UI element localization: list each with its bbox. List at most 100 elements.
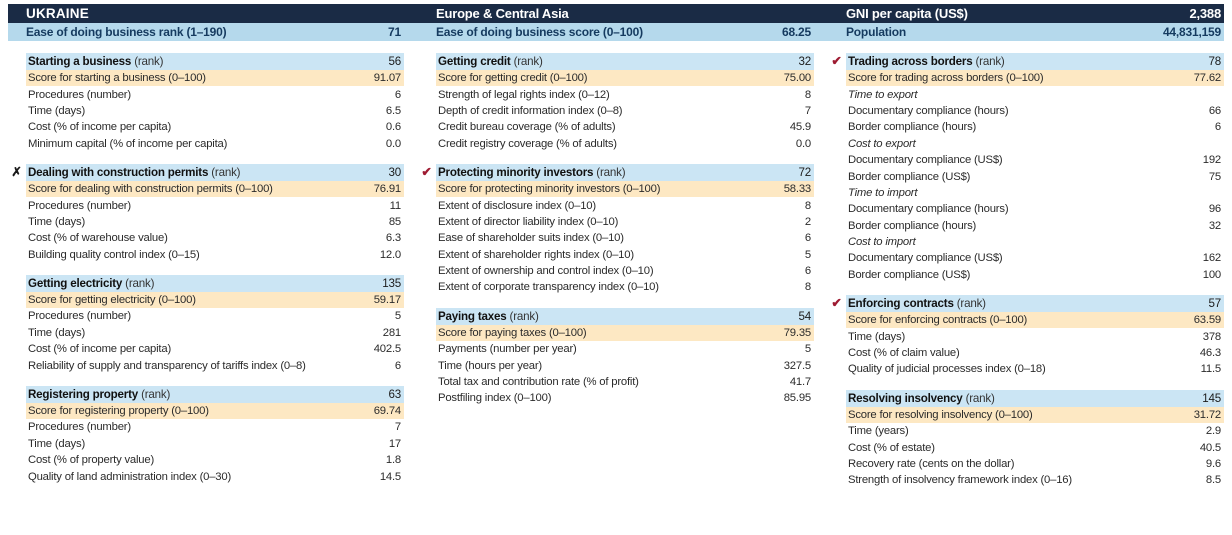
row-value: 8.5 — [1205, 474, 1221, 487]
population-cell: Population 44,831,159 — [828, 23, 1224, 41]
indicator-row: Depth of credit information index (0–8) … — [436, 103, 814, 119]
indicator-column: Starting a business (rank) 56 Score for … — [8, 53, 404, 501]
section-header: ✔ Trading across borders (rank) 78 — [831, 53, 1224, 70]
row-label: Extent of shareholder rights index (0–10… — [438, 248, 634, 261]
section-header: Getting electricity (rank) 135 — [26, 274, 404, 292]
row-label: Score for trading across borders (0–100) — [848, 72, 1044, 85]
section-rank-value: 57 — [1208, 297, 1222, 311]
indicator-row: Cost (% of estate) 40.5 — [846, 439, 1224, 455]
row-value: 45.9 — [789, 121, 811, 134]
section-rows: Score for resolving insolvency (0–100) 3… — [846, 406, 1224, 489]
section-title-suffix: (rank) — [975, 55, 1005, 68]
indicator-row: Postfiling index (0–100) 85.95 — [436, 390, 814, 406]
row-value: 96 — [1208, 203, 1221, 216]
section-title-suffix: (rank) — [956, 297, 986, 311]
indicator-row: Payments (number per year) 5 — [436, 341, 814, 357]
row-value: 41.7 — [789, 376, 811, 389]
indicator-row: Documentary compliance (US$) 192 — [846, 152, 1224, 168]
indicator-row: Procedures (number) 11 — [26, 197, 404, 213]
row-label: Time to export — [848, 88, 918, 101]
row-label: Reliability of supply and transparency o… — [28, 359, 306, 372]
top-header-bar: UKRAINE Europe & Central Asia GNI per ca… — [8, 4, 1224, 23]
row-label: Cost to import — [848, 236, 916, 249]
row-label: Recovery rate (cents on the dollar) — [848, 458, 1015, 470]
indicator-section: Resolving insolvency (rank) 145 Score fo… — [846, 389, 1224, 489]
row-value: 69.74 — [373, 405, 401, 418]
section-rank-value: 145 — [1202, 391, 1221, 405]
section-rows: Score for getting electricity (0–100) 59… — [26, 291, 404, 374]
indicator-row: Building quality control index (0–15) 12… — [26, 247, 404, 263]
row-label: Procedures (number) — [28, 88, 131, 101]
row-label: Extent of corporate transparency index (… — [438, 281, 659, 294]
section-rows: Score for getting credit (0–100) 75.00 S… — [436, 70, 814, 152]
section-title: Registering property — [28, 387, 139, 401]
section-title-suffix: (rank) — [596, 165, 626, 179]
indicator-row: Strength of legal rights index (0–12) 8 — [436, 86, 814, 102]
row-value: 31.72 — [1193, 408, 1221, 421]
row-value: 75.00 — [783, 72, 811, 85]
row-value: 32 — [1208, 219, 1221, 232]
gni-cell: GNI per capita (US$) 2,388 — [828, 4, 1224, 23]
row-label: Border compliance (US$) — [848, 170, 971, 183]
row-value: 77.62 — [1193, 72, 1221, 85]
row-label: Strength of legal rights index (0–12) — [438, 88, 610, 101]
row-label: Border compliance (hours) — [848, 121, 977, 134]
row-value: 76.91 — [373, 183, 401, 196]
summary-bar: Ease of doing business rank (1–190) 71 E… — [8, 23, 1224, 41]
indicator-column: Getting credit (rank) 32 Score for getti… — [418, 53, 814, 501]
row-label: Payments (number per year) — [438, 343, 577, 356]
section-title: Getting credit — [438, 55, 511, 68]
indicator-row: Extent of ownership and control index (0… — [436, 263, 814, 279]
row-value: 2.9 — [1205, 425, 1221, 438]
row-value: 402.5 — [373, 343, 401, 356]
row-label: Documentary compliance (US$) — [848, 154, 1003, 167]
section-rows: Score for protecting minority investors … — [436, 180, 814, 296]
gni-label: GNI per capita (US$) — [846, 6, 968, 21]
row-label: Documentary compliance (hours) — [848, 104, 1009, 117]
row-label: Building quality control index (0–15) — [28, 248, 200, 261]
row-label: Border compliance (hours) — [848, 219, 977, 232]
row-label: Cost (% of property value) — [28, 454, 155, 467]
section-rows: Score for paying taxes (0–100) 79.35 Pay… — [436, 324, 814, 407]
row-label: Procedures (number) — [28, 310, 131, 323]
row-value: 58.33 — [783, 183, 811, 196]
indicator-row: Recovery rate (cents on the dollar) 9.6 — [846, 456, 1224, 472]
row-label: Extent of disclosure index (0–10) — [438, 199, 596, 212]
row-value: 11.5 — [1200, 363, 1222, 376]
indicator-row: Time (days) 281 — [26, 325, 404, 341]
row-value: 91.07 — [373, 72, 401, 85]
indicator-row: Time (days) 378 — [846, 328, 1224, 344]
row-label: Procedures (number) — [28, 421, 131, 434]
row-value: 6 — [804, 265, 811, 278]
row-value: 11 — [389, 199, 402, 212]
indicator-column: ✔ Trading across borders (rank) 78 Score… — [828, 53, 1224, 501]
indicator-row: Credit registry coverage (% of adults) 0… — [436, 136, 814, 152]
section-header: ✗ Dealing with construction permits (ran… — [11, 163, 404, 181]
indicator-row: Time (years) 2.9 — [846, 423, 1224, 439]
indicator-section: ✔ Enforcing contracts (rank) 57 Score fo… — [831, 295, 1224, 378]
section-rank-value: 63 — [388, 387, 402, 401]
indicator-row: Cost (% of income per capita) 0.6 — [26, 119, 404, 135]
indicator-row: Score for resolving insolvency (0–100) 3… — [846, 406, 1224, 424]
row-value: 14.5 — [379, 470, 401, 483]
row-label: Score for dealing with construction perm… — [28, 183, 273, 196]
section-title-suffix: (rank) — [211, 165, 241, 179]
indicator-section: Registering property (rank) 63 Score for… — [26, 385, 404, 485]
indicator-row: Strength of insolvency framework index (… — [846, 472, 1224, 488]
row-label: Cost (% of warehouse value) — [28, 232, 168, 245]
indicator-row: Procedures (number) 5 — [26, 308, 404, 324]
row-value: 17 — [388, 437, 401, 450]
row-value: 6 — [394, 88, 401, 101]
row-label: Depth of credit information index (0–8) — [438, 104, 623, 117]
row-value: 6.3 — [385, 232, 401, 245]
row-label: Procedures (number) — [28, 199, 131, 212]
check-icon: ✔ — [831, 54, 842, 68]
ease-score-value: 68.25 — [781, 25, 811, 39]
row-value: 162 — [1202, 252, 1221, 265]
row-label: Score for registering property (0–100) — [28, 405, 209, 418]
indicator-row: Time to export — [846, 86, 1224, 102]
indicator-section: Getting electricity (rank) 135 Score for… — [26, 274, 404, 374]
indicator-row: Documentary compliance (US$) 162 — [846, 250, 1224, 266]
row-value: 327.5 — [783, 359, 811, 372]
indicator-row: Time (days) 17 — [26, 436, 404, 452]
